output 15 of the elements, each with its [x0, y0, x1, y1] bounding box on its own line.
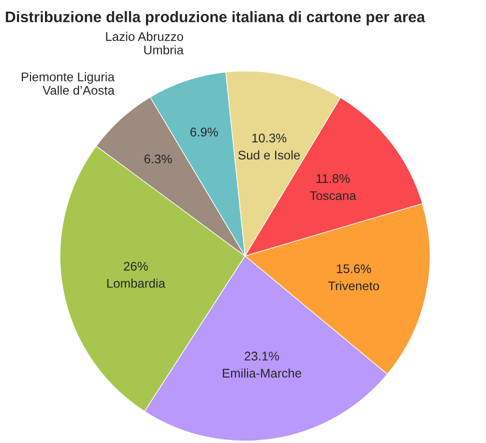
slice-label: Emilia-Marche	[222, 368, 302, 378]
data-label: 23.1%	[244, 352, 280, 361]
data-label: 11.8%	[316, 174, 350, 183]
chart-title: Distribuzione della produzione italiana di cartone per area	[6, 11, 426, 26]
slice-label: Toscana	[310, 191, 356, 200]
slice-label: Triveneto	[328, 281, 380, 290]
data-label: 6.9%	[190, 128, 218, 136]
data-label: 6.3%	[144, 154, 172, 164]
data-label: 10.3%	[252, 134, 286, 142]
slice-label: Piemonte Liguria Valle d’Aosta	[22, 72, 115, 95]
data-label: 26%	[124, 262, 148, 271]
data-label: 15.6%	[336, 264, 371, 274]
slice-label: Sud e Isole	[238, 150, 300, 160]
slice-label: Lazio Abruzzo Umbria	[106, 32, 184, 54]
slice-label: Lombardia	[107, 278, 166, 288]
